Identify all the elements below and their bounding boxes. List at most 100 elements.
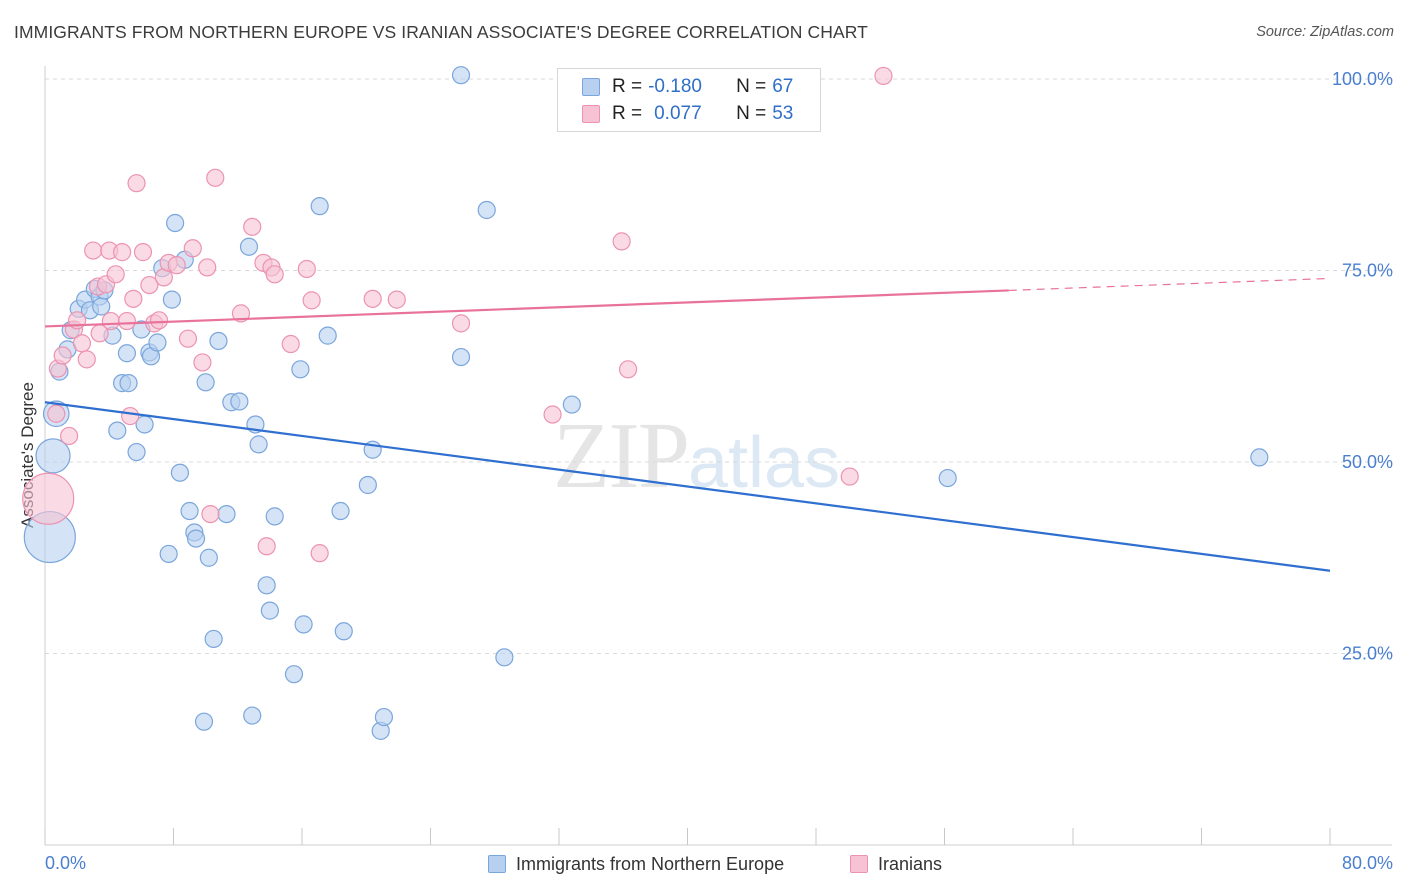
n-value: 53 bbox=[772, 103, 794, 124]
watermark: ZIPatlas bbox=[553, 402, 840, 510]
northern-europe-point bbox=[334, 622, 353, 641]
r-value: -0.180 bbox=[648, 76, 702, 97]
legend-row-pink: R = 0.077 N = 53 bbox=[582, 102, 793, 126]
iranian-point bbox=[198, 258, 217, 277]
r-label: R = bbox=[612, 103, 643, 124]
northern-europe-point bbox=[230, 392, 249, 411]
iranian-point bbox=[112, 243, 132, 262]
northern-europe-point bbox=[318, 326, 337, 345]
iranian-point bbox=[183, 239, 202, 258]
iranian-point bbox=[612, 232, 631, 251]
iranian-point bbox=[387, 290, 406, 309]
northern-europe-point bbox=[159, 544, 178, 564]
northern-europe-point bbox=[249, 435, 268, 454]
n-value: 67 bbox=[772, 76, 794, 97]
r-value: 0.077 bbox=[654, 103, 702, 124]
iranian-point bbox=[72, 334, 92, 353]
northern-europe-point bbox=[495, 648, 514, 667]
northern-europe-point bbox=[477, 200, 496, 220]
iranian-point bbox=[140, 275, 159, 295]
northern-europe-point bbox=[186, 529, 206, 548]
iranian-point bbox=[117, 311, 137, 331]
correlation-legend: R = -0.180 N = 67 R = 0.077 N = 53 bbox=[557, 68, 821, 132]
northern-europe-point bbox=[35, 438, 71, 474]
iranian-point bbox=[206, 168, 225, 187]
northern-europe-point bbox=[265, 507, 284, 526]
x-tick-label: 80.0% bbox=[1342, 853, 1393, 873]
iranian-point bbox=[451, 314, 471, 333]
iranian-point bbox=[101, 311, 120, 331]
northern-europe-point bbox=[239, 237, 259, 256]
northern-europe-point bbox=[127, 442, 146, 462]
northern-europe-point bbox=[284, 665, 304, 684]
northern-europe-point bbox=[217, 504, 236, 524]
iranian-point bbox=[22, 472, 75, 525]
northern-europe-point bbox=[204, 629, 223, 649]
iranian-point bbox=[167, 256, 186, 275]
northern-europe-point bbox=[117, 344, 137, 363]
northern-europe-point bbox=[170, 463, 190, 482]
northern-europe-point bbox=[92, 297, 111, 316]
legend-item-iranians: Iranians bbox=[850, 852, 942, 876]
iranian-point bbox=[257, 537, 276, 556]
iranian-point bbox=[874, 66, 893, 86]
northern-europe-point bbox=[166, 213, 185, 233]
northern-europe-trendline bbox=[44, 401, 1331, 572]
pink-swatch bbox=[850, 855, 868, 873]
iranian-point bbox=[84, 241, 103, 260]
northern-europe-point bbox=[257, 576, 276, 595]
n-label: N = bbox=[736, 76, 767, 97]
chart-title: IMMIGRANTS FROM NORTHERN EUROPE VS IRANI… bbox=[14, 22, 868, 42]
y-tick-label: 50.0% bbox=[1342, 452, 1393, 472]
y-tick-label: 100.0% bbox=[1332, 69, 1393, 89]
iranian-point bbox=[297, 259, 316, 279]
northern-europe-point bbox=[162, 290, 181, 309]
iranian-point bbox=[121, 406, 140, 426]
northern-europe-point bbox=[209, 331, 228, 351]
r-label: R = bbox=[612, 76, 643, 97]
iranian-point bbox=[201, 504, 220, 524]
northern-europe-point bbox=[451, 66, 471, 85]
northern-europe-point bbox=[108, 421, 127, 440]
iranian-point bbox=[124, 289, 143, 308]
iranian-point bbox=[133, 243, 153, 262]
northern-europe-point bbox=[1250, 448, 1269, 467]
pink-swatch bbox=[582, 105, 600, 123]
iranian-point bbox=[302, 291, 321, 310]
northern-europe-point bbox=[148, 333, 167, 352]
iranian-point bbox=[840, 467, 859, 486]
northern-europe-point bbox=[374, 707, 394, 727]
legend-row-blue: R = -0.180 N = 67 bbox=[582, 75, 793, 99]
iranian-point bbox=[53, 346, 72, 365]
iranian-point bbox=[77, 350, 96, 369]
iranian-trendline-extension bbox=[1008, 277, 1331, 292]
iranian-point bbox=[310, 544, 329, 563]
watermark-zip: ZIP bbox=[553, 404, 690, 508]
iranian-point bbox=[178, 329, 198, 348]
northern-europe-point bbox=[938, 468, 957, 488]
iranian-point bbox=[149, 311, 169, 330]
northern-europe-point bbox=[243, 706, 262, 725]
northern-europe-point bbox=[196, 373, 215, 392]
iranian-point bbox=[265, 265, 284, 284]
northern-europe-point bbox=[310, 197, 329, 216]
n-label: N = bbox=[736, 103, 767, 124]
iranian-point bbox=[281, 334, 300, 354]
iranian-point bbox=[618, 360, 638, 379]
northern-europe-point bbox=[358, 475, 377, 495]
y-tick-label: 75.0% bbox=[1342, 261, 1393, 281]
northern-europe-point bbox=[451, 347, 471, 367]
northern-europe-point bbox=[294, 615, 313, 634]
iranian-point bbox=[193, 353, 212, 372]
northern-europe-point bbox=[199, 548, 218, 567]
northern-europe-point bbox=[562, 395, 581, 414]
blue-swatch bbox=[488, 855, 506, 873]
iranian-point bbox=[47, 404, 66, 423]
northern-europe-point bbox=[291, 360, 310, 379]
iranian-trendline bbox=[44, 289, 1009, 328]
y-tick-label: 25.0% bbox=[1342, 644, 1393, 664]
iranian-point bbox=[127, 174, 146, 193]
blue-swatch bbox=[582, 78, 600, 96]
x-tick-label: 0.0% bbox=[45, 853, 86, 873]
